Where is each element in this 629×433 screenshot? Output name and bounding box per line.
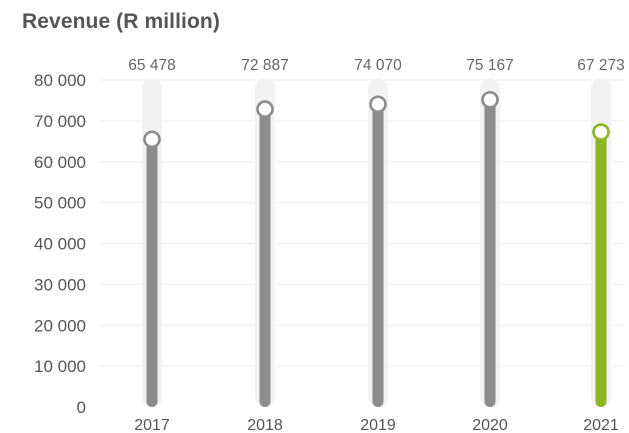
y-tick-label: 80 000 (34, 71, 86, 90)
bar (372, 104, 384, 407)
bar-marker (481, 90, 499, 109)
y-tick-label: 10 000 (34, 357, 86, 376)
y-tick-label: 70 000 (34, 112, 86, 131)
chart-title: Revenue (R million) (22, 10, 220, 33)
x-tick-label: 2021 (583, 417, 619, 433)
x-tick-label: 2018 (247, 417, 283, 433)
data-label: 65 478 (128, 57, 175, 74)
bar (484, 99, 496, 408)
bar-marker (143, 130, 161, 149)
y-tick-label: 60 000 (34, 153, 86, 172)
data-label: 67 273 (577, 57, 624, 74)
data-label: 72 887 (241, 57, 288, 74)
data-label: 75 167 (466, 57, 513, 74)
y-tick-label: 50 000 (34, 194, 86, 213)
data-label: 74 070 (354, 57, 402, 74)
x-tick-label: 2017 (134, 417, 170, 433)
bar (595, 132, 607, 407)
bar (259, 109, 271, 407)
bar-marker (592, 123, 610, 141)
y-tick-label: 20 000 (34, 316, 86, 335)
bar (146, 139, 158, 407)
x-tick-label: 2020 (472, 417, 508, 433)
x-tick-label: 2019 (360, 417, 396, 433)
y-tick-label: 0 (77, 398, 86, 417)
y-tick-label: 40 000 (34, 235, 86, 254)
bar-marker (256, 100, 274, 118)
bar-marker (369, 95, 387, 114)
y-tick-label: 30 000 (34, 275, 86, 294)
